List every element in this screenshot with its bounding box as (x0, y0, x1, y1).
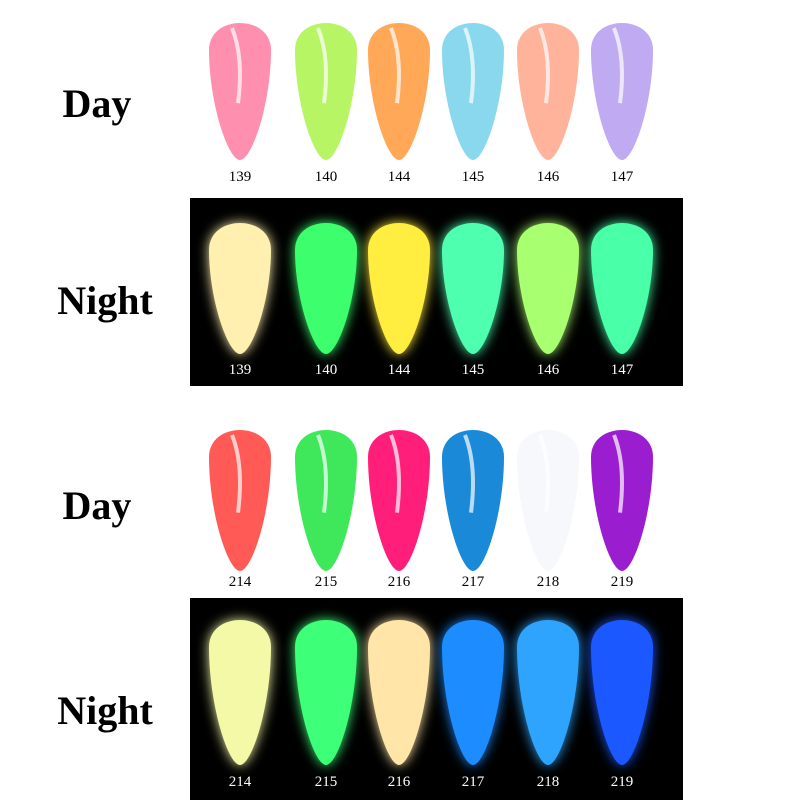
color-code: 218 (537, 574, 560, 590)
nail-shine (316, 434, 328, 513)
color-code: 147 (611, 362, 634, 378)
section-label: Night (57, 688, 153, 733)
nail-swatch (295, 223, 357, 354)
color-code: 147 (611, 169, 634, 185)
nail-swatch (442, 223, 504, 354)
nail-shine (230, 434, 242, 513)
nail-shine (612, 434, 624, 513)
color-code: 145 (462, 169, 485, 185)
color-code: 219 (611, 574, 634, 590)
nail-swatch (368, 620, 430, 765)
section-label: Day (63, 483, 132, 528)
color-code: 139 (229, 169, 252, 185)
color-code: 215 (315, 574, 338, 590)
color-code: 144 (388, 362, 411, 378)
color-code: 219 (611, 774, 634, 790)
nail-swatch (591, 620, 653, 765)
nail-shine (230, 27, 242, 104)
section-label: Night (57, 278, 153, 323)
color-code: 146 (537, 362, 560, 378)
color-code: 218 (537, 774, 560, 790)
color-code: 216 (388, 574, 411, 590)
color-code: 144 (388, 169, 411, 185)
nail-swatch (517, 620, 579, 765)
nail-swatch (591, 223, 653, 354)
nail-shine (389, 434, 401, 513)
nail-shine (463, 27, 475, 104)
nail-shine (538, 27, 550, 104)
nail-shine (463, 434, 475, 513)
color-code: 214 (229, 574, 252, 590)
nail-shine (316, 27, 328, 104)
nail-shine (612, 27, 624, 104)
color-code: 215 (315, 774, 338, 790)
color-code: 214 (229, 774, 252, 790)
nail-swatch (209, 223, 271, 354)
nail-swatch (295, 620, 357, 765)
section-label: Day (63, 81, 132, 126)
color-code: 217 (462, 574, 485, 590)
color-code: 217 (462, 774, 485, 790)
nail-shine (389, 27, 401, 104)
color-code: 140 (315, 362, 338, 378)
nail-swatch (368, 223, 430, 354)
nail-swatch (442, 620, 504, 765)
color-code: 145 (462, 362, 485, 378)
color-code: 140 (315, 169, 338, 185)
nail-swatch (517, 223, 579, 354)
nail-swatch (209, 620, 271, 765)
color-code: 146 (537, 169, 560, 185)
color-code: 139 (229, 362, 252, 378)
nail-shine (538, 434, 550, 513)
color-code: 216 (388, 774, 411, 790)
